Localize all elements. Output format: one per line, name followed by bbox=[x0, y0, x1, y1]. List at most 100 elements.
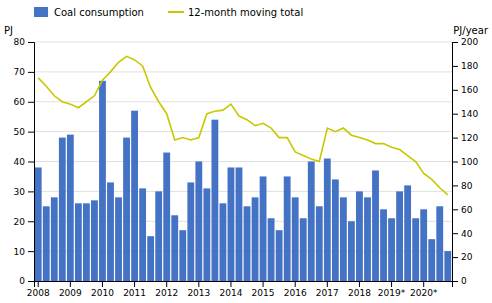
bar bbox=[444, 251, 451, 281]
y-axis-label: PJ bbox=[4, 25, 13, 36]
tick-label: 2013 bbox=[187, 288, 210, 298]
bar bbox=[220, 203, 227, 281]
bar bbox=[284, 176, 291, 281]
tick-mark bbox=[391, 281, 392, 287]
tick: 40 bbox=[14, 157, 34, 167]
bar bbox=[115, 197, 122, 281]
tick-label: 0 bbox=[19, 276, 25, 286]
tick: 2014 bbox=[220, 281, 243, 298]
marks bbox=[35, 56, 451, 281]
legend-swatch bbox=[34, 7, 48, 17]
grid-line bbox=[34, 42, 452, 43]
tick-label: 2010 bbox=[91, 288, 114, 298]
tick-label: 160 bbox=[461, 85, 478, 95]
tick: 160 bbox=[452, 85, 478, 95]
bar bbox=[276, 230, 283, 281]
tick-label: 60 bbox=[14, 97, 26, 107]
tick-label: 60 bbox=[461, 205, 473, 215]
tick-mark bbox=[28, 72, 34, 73]
tick-mark bbox=[359, 281, 360, 287]
bar bbox=[155, 191, 162, 281]
bar bbox=[228, 167, 235, 281]
axis-line bbox=[35, 282, 453, 288]
bar bbox=[75, 203, 82, 281]
tick-label: 80 bbox=[14, 37, 26, 47]
bar bbox=[292, 197, 299, 281]
tick: 2013 bbox=[187, 281, 210, 298]
bar bbox=[236, 167, 243, 281]
tick-mark bbox=[452, 138, 458, 139]
tick-mark bbox=[102, 281, 103, 287]
bar bbox=[372, 170, 379, 281]
tick-mark bbox=[452, 162, 458, 163]
tick-mark bbox=[198, 281, 199, 287]
tick: 0 bbox=[19, 276, 34, 286]
tick-mark bbox=[28, 132, 34, 133]
tick-mark bbox=[134, 281, 135, 287]
tick-label: 2020* bbox=[410, 288, 438, 298]
axis-line bbox=[28, 43, 35, 282]
y-axis: 01020304050607080 bbox=[14, 37, 35, 286]
bar bbox=[388, 218, 395, 281]
tick: 2008 bbox=[27, 281, 50, 298]
tick: 30 bbox=[14, 187, 34, 197]
bar bbox=[195, 162, 202, 282]
tick: 40 bbox=[452, 229, 473, 239]
y2-axis: 020406080100120140160180200 bbox=[452, 37, 478, 286]
x-axis: 2008200920102011201220132014201520162017… bbox=[27, 281, 453, 298]
tick-mark bbox=[423, 281, 424, 287]
tick-label: 2011 bbox=[123, 288, 146, 298]
bar bbox=[83, 203, 90, 281]
bar bbox=[340, 197, 347, 281]
tick-label: 2019* bbox=[378, 288, 406, 298]
tick: 2012 bbox=[155, 281, 178, 298]
tick: 80 bbox=[14, 37, 34, 47]
bar bbox=[91, 200, 98, 281]
bar bbox=[324, 159, 331, 281]
bar bbox=[171, 215, 178, 281]
bar bbox=[268, 218, 275, 281]
tick-mark bbox=[28, 42, 34, 43]
legend-label: 12-month moving total bbox=[188, 7, 303, 18]
tick-label: 2018 bbox=[348, 288, 371, 298]
tick: 60 bbox=[452, 205, 473, 215]
bar bbox=[300, 218, 307, 281]
tick: 20 bbox=[452, 252, 473, 262]
tick-label: 120 bbox=[461, 133, 478, 143]
tick: 120 bbox=[452, 133, 478, 143]
bar bbox=[396, 191, 403, 281]
legend-swatch bbox=[168, 11, 184, 13]
tick: 2018 bbox=[348, 281, 371, 298]
bar bbox=[436, 206, 443, 281]
tick: 2009 bbox=[59, 281, 82, 298]
tick-label: 2017 bbox=[316, 288, 339, 298]
bar bbox=[332, 179, 339, 281]
tick-label: 2008 bbox=[27, 288, 50, 298]
legend-item: Coal consumption bbox=[34, 7, 144, 18]
tick-mark bbox=[28, 281, 34, 282]
tick: 100 bbox=[452, 157, 478, 167]
tick-label: 2016 bbox=[284, 288, 307, 298]
grid-line bbox=[34, 101, 452, 102]
bar bbox=[404, 185, 411, 281]
grid bbox=[34, 42, 452, 281]
tick-label: 20 bbox=[14, 217, 26, 227]
legend: Coal consumption 12-month moving total bbox=[34, 7, 303, 18]
tick-label: 40 bbox=[461, 229, 473, 239]
bar bbox=[211, 120, 218, 281]
tick-mark bbox=[452, 281, 458, 282]
plot: 2008200920102011201220132014201520162017… bbox=[14, 37, 479, 298]
tick-mark bbox=[452, 209, 458, 210]
tick-label: 2012 bbox=[155, 288, 178, 298]
tick: 10 bbox=[14, 247, 34, 257]
bar bbox=[187, 182, 194, 281]
tick: 60 bbox=[14, 97, 34, 107]
bar bbox=[308, 162, 315, 282]
chart: 2008200920102011201220132014201520162017… bbox=[0, 0, 492, 303]
bar bbox=[203, 188, 210, 281]
bar bbox=[364, 197, 371, 281]
grid-line bbox=[34, 131, 452, 132]
tick-mark bbox=[38, 281, 39, 287]
tick-mark bbox=[452, 66, 458, 67]
tick-mark bbox=[452, 257, 458, 258]
